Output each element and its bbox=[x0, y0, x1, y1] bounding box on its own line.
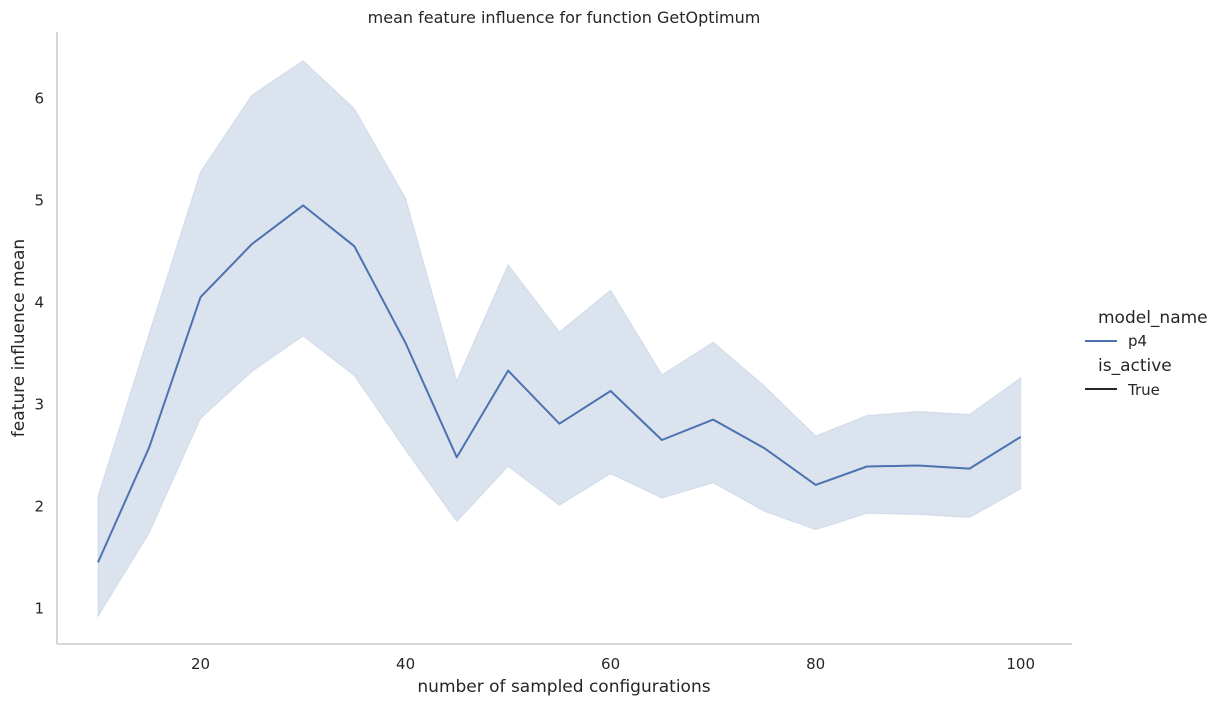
series-line-p4 bbox=[97, 204, 1022, 563]
y-axis-label: feature influence mean bbox=[9, 239, 29, 437]
y-tick-label: 5 bbox=[34, 191, 44, 209]
y-tick-label: 1 bbox=[34, 599, 44, 617]
x-tick-labels: 20 40 60 80 100 bbox=[191, 655, 1035, 673]
y-tick-label: 6 bbox=[34, 89, 44, 107]
chart-title: mean feature influence for function GetO… bbox=[368, 8, 761, 27]
legend-title-is-active: is_active bbox=[1098, 356, 1172, 376]
x-tick-label: 60 bbox=[601, 655, 620, 673]
x-tick-label: 100 bbox=[1006, 655, 1035, 673]
legend: model_name p4 is_active True bbox=[1085, 308, 1208, 399]
legend-label-true: True bbox=[1127, 381, 1160, 399]
legend-title-model-name: model_name bbox=[1098, 308, 1208, 328]
x-tick-label: 40 bbox=[396, 655, 415, 673]
plot-area bbox=[97, 59, 1022, 619]
y-tick-label: 2 bbox=[34, 497, 44, 515]
x-axis-label: number of sampled configurations bbox=[417, 677, 710, 697]
confidence-band bbox=[97, 59, 1022, 619]
legend-label-p4: p4 bbox=[1128, 332, 1147, 350]
x-tick-label: 80 bbox=[806, 655, 825, 673]
y-tick-label: 3 bbox=[34, 395, 44, 413]
y-tick-label: 4 bbox=[34, 293, 44, 311]
y-tick-labels: 1 2 3 4 5 6 bbox=[34, 89, 44, 617]
x-tick-label: 20 bbox=[191, 655, 210, 673]
